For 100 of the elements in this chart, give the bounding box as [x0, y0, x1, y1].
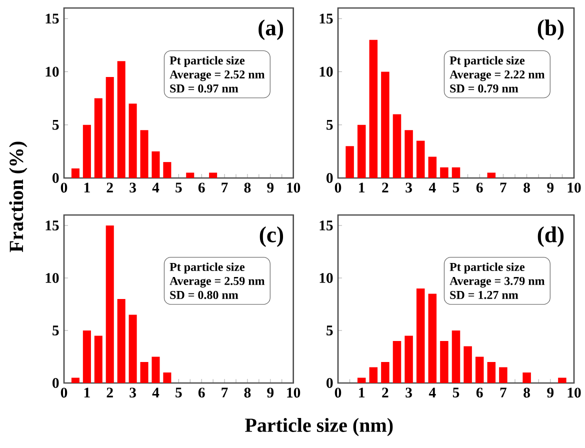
y-tick-label: 15: [46, 14, 59, 24]
x-tick-label: 9: [547, 182, 554, 193]
bar: [163, 372, 172, 383]
bar: [428, 156, 437, 178]
x-tick-label: 5: [176, 388, 182, 398]
x-tick-label: 6: [198, 388, 205, 398]
annotation: Average = 2.22 nm: [450, 70, 545, 82]
x-tick-label: 7: [500, 388, 506, 398]
x-tick-label: 8: [244, 182, 251, 193]
bar: [357, 124, 366, 178]
x-tick-label: 9: [547, 388, 554, 398]
bar: [209, 172, 218, 178]
annotation: SD = 0.79 nm: [450, 84, 518, 93]
bar: [392, 340, 402, 383]
bar: [82, 330, 91, 383]
x-tick-label: 10: [568, 388, 581, 398]
y-tick-label: 10: [320, 66, 333, 77]
x-tick-label: 3: [130, 388, 136, 398]
bar: [404, 130, 413, 178]
x-tick-label: 8: [524, 388, 530, 398]
x-tick-label: 10: [287, 388, 300, 398]
bar: [558, 378, 566, 383]
annotation: Pt particle size: [450, 262, 525, 274]
bar: [440, 340, 448, 383]
bar: [369, 40, 378, 178]
bar: [106, 77, 114, 178]
y-tick-label: 0: [52, 173, 59, 183]
bar: [475, 356, 484, 383]
x-tick-label: 2: [382, 388, 388, 398]
bar: [369, 367, 378, 383]
x-tick-label: 10: [287, 182, 300, 193]
bar: [392, 114, 402, 178]
x-tick-label: 0: [60, 182, 68, 193]
x-tick-label: 3: [130, 182, 136, 193]
x-tick-label: 1: [359, 182, 365, 192]
bar: [128, 104, 137, 178]
bar: [94, 98, 102, 178]
x-tick-label: 9: [267, 182, 274, 193]
bar: [117, 298, 126, 383]
x-tick-label: 6: [476, 182, 483, 193]
chart-title: (d): [538, 226, 564, 247]
x-tick-label: 7: [500, 182, 506, 192]
bar: [163, 162, 172, 178]
bar: [487, 362, 496, 383]
x-tick-label: 2: [382, 182, 388, 192]
annotation: SD = 0.80 nm: [170, 290, 238, 300]
bar: [381, 362, 390, 383]
y-tick-label: 15: [46, 220, 59, 230]
annotation: SD = 1.27 nm: [450, 290, 518, 300]
chart-title: (c): [260, 226, 284, 247]
x-tick-label: 9: [267, 388, 274, 398]
bar: [152, 151, 160, 178]
x-axis-title: Particle size (nm): [245, 418, 393, 436]
y-tick-label: 10: [320, 273, 333, 283]
x-tick-label: 7: [222, 388, 228, 398]
y-tick-label: 5: [326, 326, 333, 336]
x-tick-label: 2: [106, 182, 113, 192]
x-tick-label: 10: [568, 182, 581, 193]
annotation: Average = 2.52 nm: [170, 70, 265, 82]
annotation: Average = 3.79 nm: [450, 276, 545, 288]
bar: [416, 140, 425, 178]
bar: [117, 61, 126, 178]
x-tick-label: 1: [84, 182, 90, 192]
bar: [71, 168, 80, 178]
x-tick-label: 4: [428, 182, 436, 192]
bar: [404, 336, 413, 383]
y-tick-label: 0: [326, 378, 333, 388]
x-tick-label: 5: [452, 388, 460, 398]
x-tick-label: 6: [476, 388, 483, 398]
x-tick-label: 0: [60, 388, 68, 398]
x-tick-label: 0: [334, 388, 342, 398]
bar: [522, 372, 531, 383]
annotation: Pt particle size: [170, 56, 245, 67]
annotation: SD = 0.97 nm: [170, 84, 238, 93]
y-tick-label: 15: [320, 220, 333, 230]
chart-title: (b): [538, 20, 564, 40]
bar: [487, 172, 496, 178]
bar: [428, 294, 437, 383]
bar: [82, 124, 91, 178]
bar: [140, 362, 148, 383]
x-tick-label: 4: [152, 182, 160, 192]
bar: [71, 378, 80, 383]
bar: [128, 314, 137, 383]
x-tick-label: 7: [222, 182, 228, 192]
bar: [464, 346, 472, 383]
x-tick-label: 1: [359, 388, 364, 398]
bar: [452, 330, 460, 383]
y-tick-label: 15: [320, 14, 333, 24]
bar: [452, 167, 460, 178]
bar: [357, 378, 366, 383]
bar: [140, 130, 148, 178]
y-tick-label: 5: [52, 120, 59, 130]
bar: [106, 225, 114, 383]
x-tick-label: 6: [198, 182, 205, 193]
bar: [440, 167, 448, 178]
x-tick-label: 1: [84, 388, 90, 398]
y-tick-label: 10: [46, 66, 59, 77]
y-tick-label: 0: [326, 173, 333, 183]
bar: [152, 356, 160, 383]
x-tick-label: 8: [524, 182, 530, 193]
